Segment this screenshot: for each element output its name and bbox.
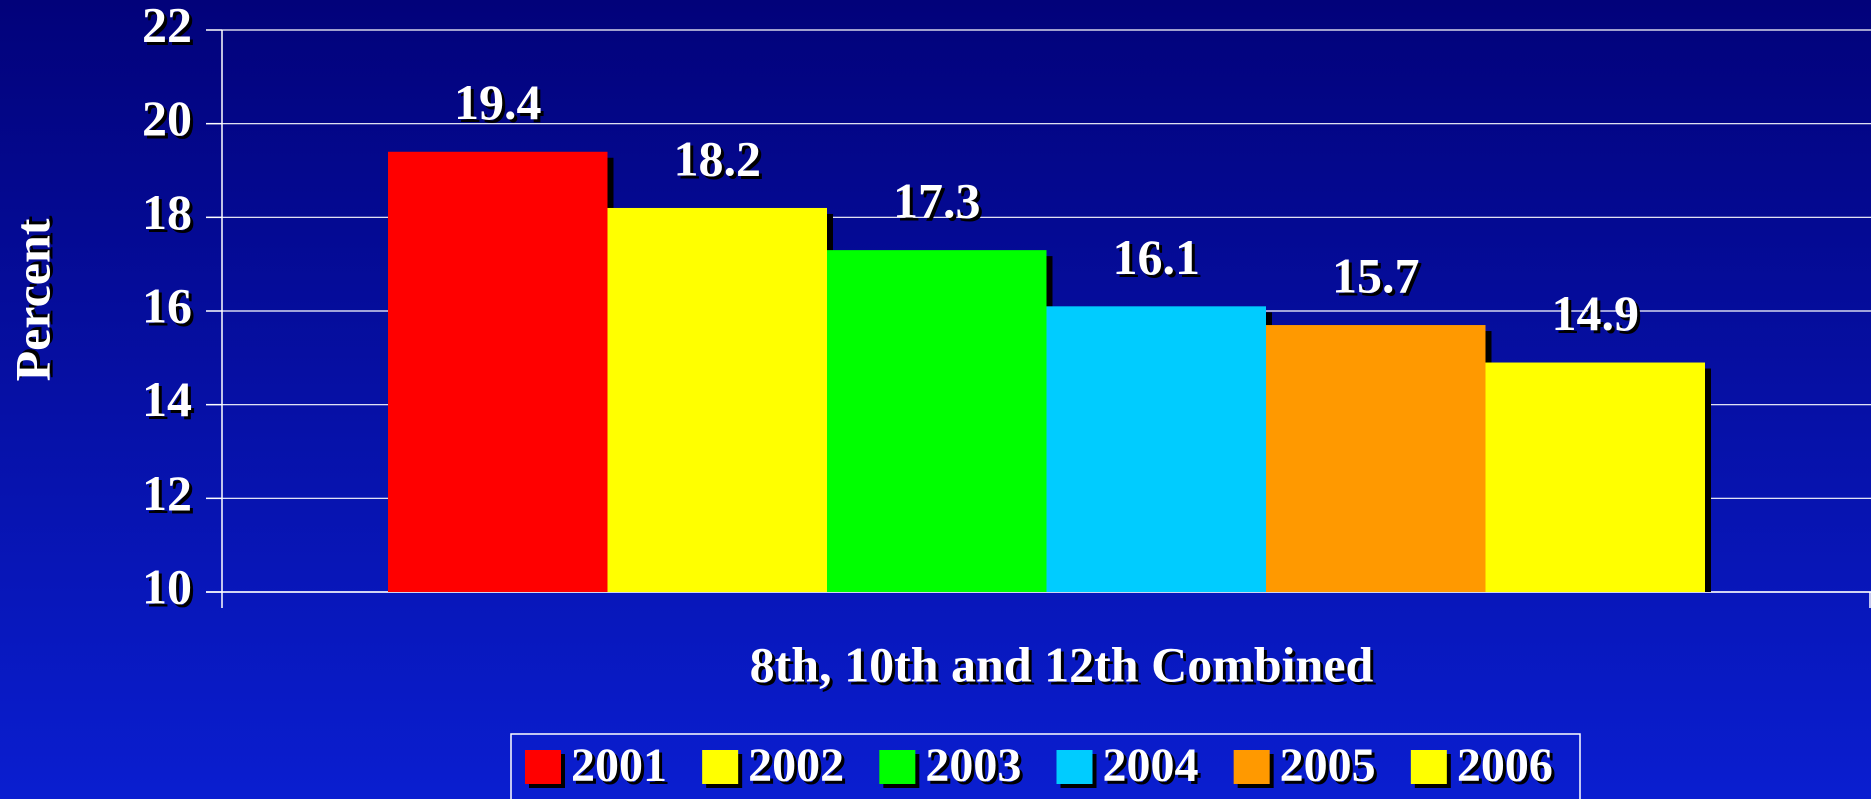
legend-label: 2006 — [1457, 739, 1553, 792]
y-tick-label: 10 — [142, 558, 192, 614]
y-tick-label: 20 — [142, 90, 192, 146]
y-tick-label: 12 — [142, 465, 192, 521]
bar — [388, 151, 608, 592]
legend-swatch — [702, 750, 739, 784]
data-label: 19.4 — [454, 74, 542, 130]
legend-swatch — [879, 750, 916, 784]
data-label: 14.9 — [1552, 285, 1640, 341]
legend-label: 2001 — [571, 739, 667, 792]
legend-label: 2002 — [748, 739, 844, 792]
bar — [1485, 362, 1705, 592]
legend-swatch — [1056, 750, 1093, 784]
y-axis-label: Percent — [4, 218, 60, 381]
x-tick-label: 8th, 10th and 12th Combined — [750, 636, 1374, 692]
y-tick-label: 18 — [142, 184, 192, 240]
legend-swatch — [1233, 750, 1270, 784]
bar — [607, 207, 827, 592]
data-label: 18.2 — [674, 130, 762, 186]
legend-swatch — [525, 750, 561, 784]
y-tick-label: 14 — [142, 371, 192, 427]
data-label: 16.1 — [1113, 229, 1201, 285]
legend-label: 2003 — [925, 739, 1021, 792]
bar — [827, 250, 1047, 592]
legend-label: 2005 — [1280, 739, 1376, 792]
bar — [1046, 306, 1266, 592]
y-tick-label: 16 — [142, 277, 192, 333]
y-tick-label: 22 — [142, 0, 192, 52]
bar — [1266, 325, 1486, 592]
legend-swatch — [1410, 750, 1447, 784]
data-label: 15.7 — [1332, 248, 1420, 304]
legend-label: 2004 — [1103, 739, 1199, 792]
legend-box — [510, 733, 1581, 799]
data-label: 17.3 — [893, 173, 981, 229]
